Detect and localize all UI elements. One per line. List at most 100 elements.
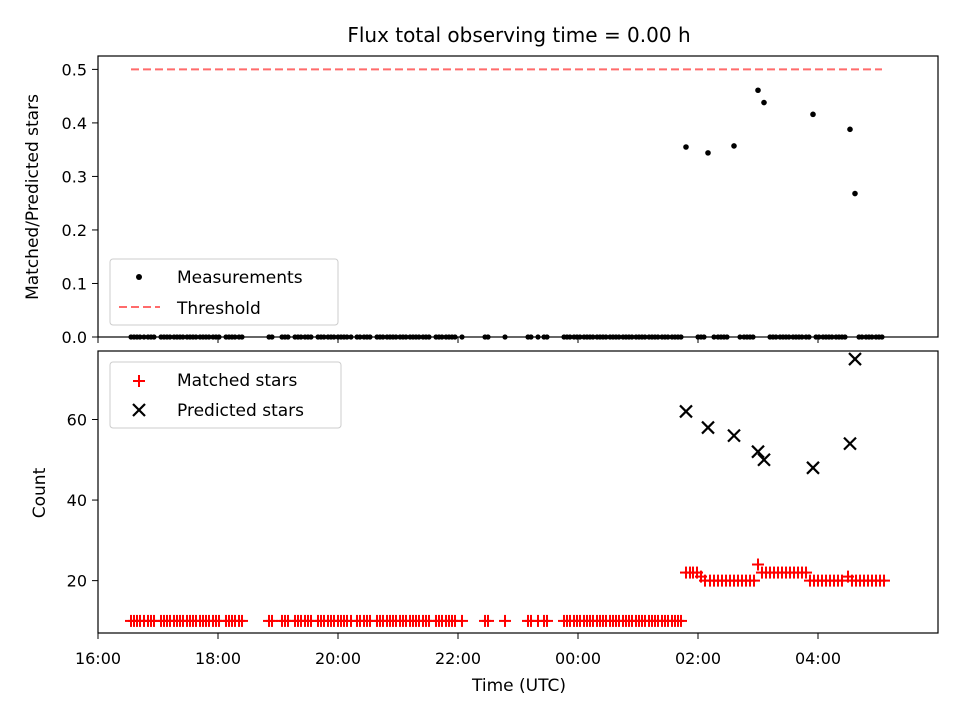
x-tick-label: 18:00 bbox=[195, 649, 241, 668]
measurement-point bbox=[485, 334, 491, 340]
top-plot-marks bbox=[128, 68, 885, 340]
bottom-x-axis: 16:00 18:00 20:00 22:00 00:00 02:00 04:00 bbox=[75, 633, 841, 668]
measurement-point bbox=[665, 334, 671, 340]
measurement-point bbox=[239, 334, 245, 340]
measurement-point bbox=[167, 334, 173, 340]
measurement-point bbox=[724, 334, 730, 340]
bottom-panel: 20 40 60 16:00 18:00 20:00 22:00 00:00 02:00 04:… bbox=[30, 350, 939, 696]
measurement-point bbox=[206, 334, 212, 340]
measurement-point bbox=[852, 190, 858, 197]
top-y-tick-label: 0.3 bbox=[62, 167, 87, 186]
measurement-point bbox=[629, 334, 635, 340]
measurement-point bbox=[879, 334, 885, 340]
measurement-point bbox=[216, 334, 222, 340]
bottom-panel-frame bbox=[97, 350, 939, 634]
predicted-star-point bbox=[757, 452, 771, 467]
top-legend-box bbox=[109, 258, 339, 326]
measurement-point bbox=[331, 334, 337, 340]
measurement-point bbox=[459, 334, 465, 340]
bottom-y-axis: 20 40 60 bbox=[67, 410, 98, 591]
measurement-point bbox=[567, 334, 573, 340]
top-y-tick-label: 0.1 bbox=[62, 274, 87, 293]
measurement-point bbox=[761, 99, 767, 106]
measurement-point bbox=[452, 334, 458, 340]
measurement-point bbox=[810, 111, 816, 118]
predicted-star-point bbox=[727, 428, 741, 443]
measurement-point bbox=[590, 334, 596, 340]
x-tick-label: 04:00 bbox=[795, 649, 841, 668]
measurement-point bbox=[577, 334, 583, 340]
x-tick-label: 00:00 bbox=[555, 649, 601, 668]
matched-star-point bbox=[541, 614, 553, 627]
measurement-point bbox=[829, 334, 835, 340]
legend-measurements-label: Measurements bbox=[177, 268, 303, 288]
measurement-point bbox=[603, 334, 609, 340]
measurement-point bbox=[344, 334, 350, 340]
measurement-point bbox=[151, 334, 157, 340]
measurement-point bbox=[859, 334, 865, 340]
measurement-point bbox=[357, 334, 363, 340]
legend-threshold-label: Threshold bbox=[176, 299, 261, 319]
measurement-point bbox=[403, 334, 409, 340]
measurement-point bbox=[816, 334, 822, 340]
predicted-star-point bbox=[848, 352, 862, 366]
legend-predicted-label: Predicted stars bbox=[177, 401, 304, 421]
measurement-point bbox=[799, 334, 805, 340]
measurement-point bbox=[380, 334, 386, 340]
matched-star-point bbox=[878, 574, 890, 587]
legend-matched-marker bbox=[133, 375, 145, 387]
predicted-star-point bbox=[751, 444, 765, 459]
measurement-point bbox=[439, 334, 445, 340]
top-panel-frame bbox=[97, 55, 939, 338]
bottom-legend-box bbox=[109, 361, 342, 429]
measurement-point bbox=[750, 334, 756, 340]
matched-star-point bbox=[456, 614, 468, 627]
matched-star-point bbox=[499, 614, 511, 627]
top-y-tick-label: 0.2 bbox=[62, 221, 87, 240]
measurement-point bbox=[701, 334, 707, 340]
bottom-y-axis-label: Count bbox=[30, 467, 50, 518]
measurement-point bbox=[842, 334, 848, 340]
measurement-point bbox=[298, 334, 304, 340]
matched-star-point bbox=[752, 558, 764, 571]
top-y-tick-label: 0.5 bbox=[62, 60, 87, 79]
measurement-point bbox=[655, 334, 661, 340]
measurement-point bbox=[847, 126, 853, 133]
measurement-point bbox=[755, 87, 761, 94]
bottom-y-tick-label: 60 bbox=[67, 410, 87, 429]
measurement-point bbox=[269, 334, 275, 340]
top-panel: 0.0 0.1 0.2 0.3 0.4 0.5 Matched/Predicted sta… bbox=[23, 55, 939, 347]
bottom-plot-marks bbox=[125, 352, 890, 627]
measurement-point bbox=[806, 334, 812, 340]
measurement-point bbox=[141, 334, 147, 340]
matched-star-point bbox=[675, 614, 687, 627]
measurement-point bbox=[683, 144, 689, 150]
measurement-point bbox=[193, 334, 199, 340]
measurement-point bbox=[502, 334, 508, 340]
top-y-tick-label: 0.0 bbox=[62, 328, 87, 347]
bottom-y-tick-label: 20 bbox=[67, 572, 87, 591]
measurement-point bbox=[367, 334, 373, 340]
measurement-point bbox=[180, 334, 186, 340]
chart-title: Flux total observing time = 0.00 h bbox=[347, 23, 690, 47]
legend-measurements-marker bbox=[136, 274, 142, 280]
matched-star-point bbox=[748, 574, 760, 587]
measurement-point bbox=[616, 334, 622, 340]
x-tick-label: 20:00 bbox=[315, 649, 361, 668]
measurement-point bbox=[731, 143, 737, 149]
x-tick-label: 22:00 bbox=[435, 649, 481, 668]
measurement-point bbox=[711, 334, 717, 340]
predicted-star-point bbox=[701, 420, 715, 435]
measurement-point bbox=[321, 334, 327, 340]
bottom-legend: Matched stars Predicted stars bbox=[109, 361, 342, 429]
measurement-point bbox=[535, 334, 541, 340]
predicted-star-point bbox=[679, 404, 693, 419]
measurement-point bbox=[426, 334, 432, 340]
legend-predicted-marker bbox=[132, 403, 146, 417]
matched-star-point bbox=[800, 566, 812, 579]
measurement-point bbox=[308, 334, 314, 340]
measurement-point bbox=[678, 334, 684, 340]
measurement-point bbox=[544, 334, 550, 340]
measurement-point bbox=[137, 334, 143, 340]
